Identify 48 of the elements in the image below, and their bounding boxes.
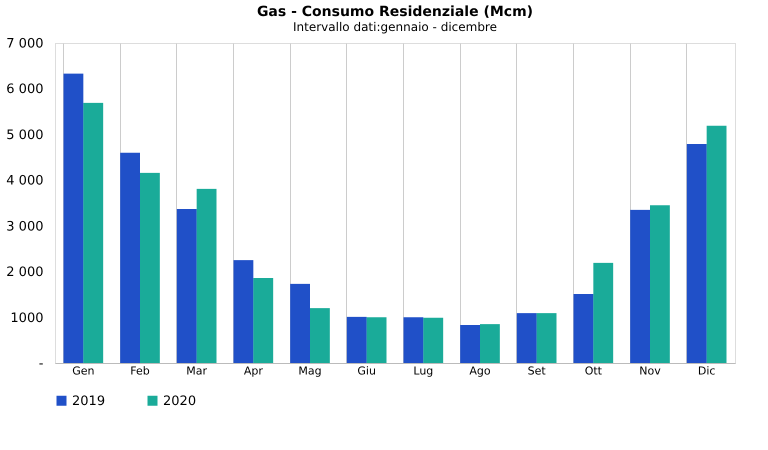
bar [686,144,707,363]
legend-label: 2020 [163,394,196,409]
bar [706,126,726,363]
x-tick-label: Ago [469,364,491,378]
x-tick-label: Ott [584,364,603,378]
bar [120,152,140,363]
x-tick-label: Dic [698,364,716,378]
legend-label: 2019 [72,394,106,409]
bar [460,325,480,363]
bar [516,313,537,363]
x-tick-label: Mag [298,364,322,378]
bar [196,188,216,363]
y-tick-label: 4 000 [6,174,44,189]
x-tick-label: Mar [186,364,208,378]
chart-title: Gas - Consumo Residenziale (Mcm) [256,4,534,20]
y-tick-label: 7 000 [6,36,44,52]
y-tick-label: - [38,356,44,372]
x-tick-label: Feb [130,364,150,378]
bar [423,318,444,363]
bar [630,210,650,363]
bar [64,74,84,363]
x-tick-label: Nov [639,364,662,378]
bar [234,260,254,363]
bar [310,308,330,363]
bar [140,172,160,363]
y-tick-label: 1000 [10,310,44,326]
y-tick-label: 5 000 [6,128,44,143]
bar [574,294,594,363]
chart-subtitle: Intervallo dati:gennaio - dicembre [293,20,497,34]
bar [536,313,556,363]
bar [593,262,614,363]
bar [480,324,500,363]
x-tick-label: Giu [357,364,376,378]
y-tick-label: 2 000 [6,265,44,280]
bar [346,316,367,363]
bar [290,284,310,363]
bar [253,278,274,363]
x-tick-label: Set [528,364,546,378]
bar [366,317,386,363]
bar [404,317,424,363]
y-tick-label: 6 000 [6,82,44,98]
x-tick-label: Gen [72,364,94,378]
bar [176,208,197,363]
bar [650,205,670,363]
y-tick-label: 3 000 [6,219,44,234]
x-tick-label: Lug [413,364,434,378]
bar [83,102,104,363]
x-tick-label: Apr [244,364,264,378]
